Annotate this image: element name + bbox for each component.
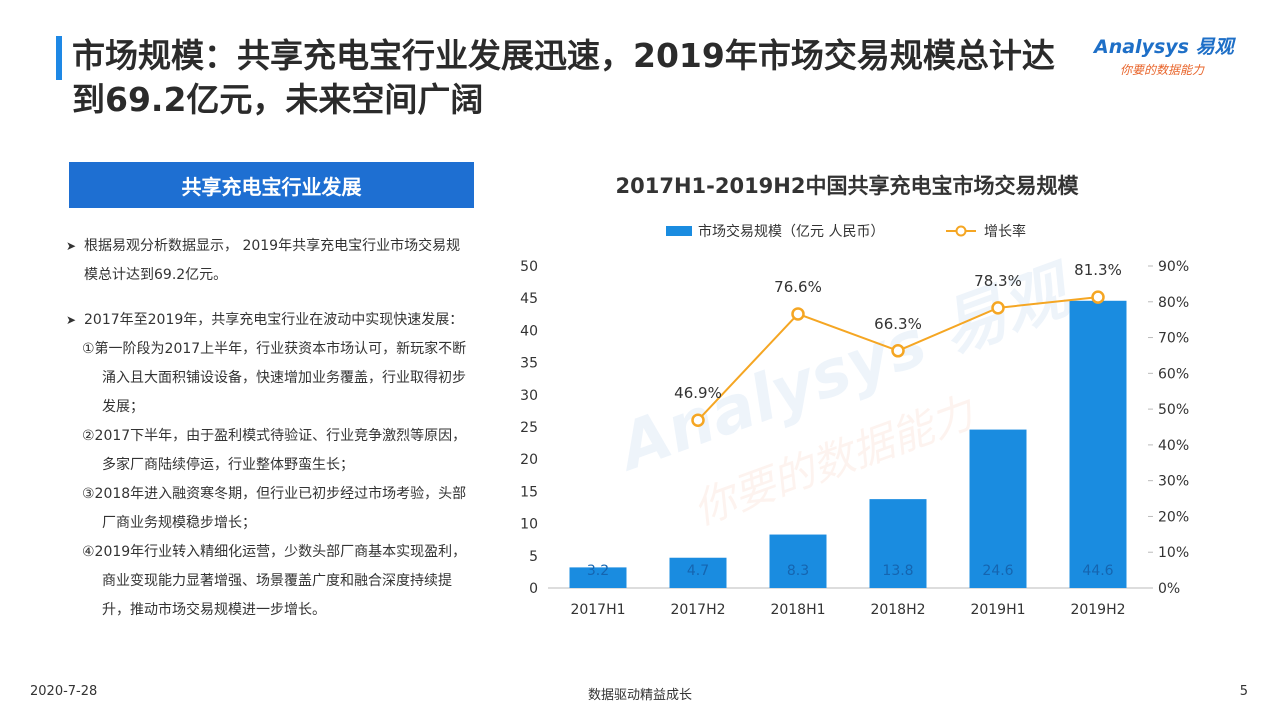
growth-rate-label: 66.3% [874,315,922,333]
y-right-tick-label: 60% [1158,366,1189,382]
bar-value-label: 13.8 [882,563,913,579]
growth-rate-label: 46.9% [674,384,722,402]
page-title: 市场规模：共享充电宝行业发展迅速，2019年市场交易规模总计达到69.2亿元，未… [72,36,1055,119]
legend-label: 市场交易规模（亿元 人民币） [698,223,884,240]
growth-rate-label: 78.3% [974,272,1022,290]
bar [669,557,727,588]
y-right-tick-label: 20% [1158,509,1189,525]
y-left-tick-label: 25 [520,420,538,436]
bullet-arrow-icon: ➤ [66,313,77,327]
y-left-tick-label: 20 [520,452,538,468]
growth-rate-point [691,413,705,427]
y-right-tick-label: 80% [1158,295,1189,311]
growth-rate-point [1091,290,1105,304]
title-accent-bar [56,36,62,80]
bar-value-label: 24.6 [982,563,1013,579]
y-left-tick-label: 5 [529,549,538,565]
stage-item: ④2019年行业转入精细化运营，少数头部厂商基本实现盈利，商业变现能力显著增强、… [82,544,467,618]
bullet-text: 2017年至2019年，共享充电宝行业在波动中实现快速发展： [84,312,464,328]
x-tick-label: 2018H2 [870,602,925,618]
y-left-tick-label: 0 [529,581,538,597]
y-right-tick-label: 50% [1158,402,1189,418]
bar [769,534,827,588]
x-tick-label: 2017H2 [670,602,725,618]
y-left-tick-label: 40 [520,323,538,339]
stage-item: ③2018年进入融资寒冬期，但行业已初步经过市场考验，头部厂商业务规模稳步增长； [82,486,467,531]
bar [1069,300,1127,588]
y-left-tick-label: 45 [520,291,538,307]
x-tick-label: 2018H1 [770,602,825,618]
bullet-item: ➤ 根据易观分析数据显示， 2019年共享充电宝行业市场交易规模总计达到69.2… [66,232,471,290]
x-tick-label: 2019H2 [1070,602,1125,618]
y-left-tick-label: 50 [520,259,538,275]
y-left-tick-label: 35 [520,356,538,372]
stage-item: ①第一阶段为2017上半年，行业获资本市场认可，新玩家不断涌入且大面积铺设设备，… [82,341,467,415]
bar-value-label: 8.3 [787,563,809,579]
bar [969,429,1027,588]
bullet-text: 根据易观分析数据显示， 2019年共享充电宝行业市场交易规模总计达到69.2亿元… [84,238,461,283]
bar-value-label: 3.2 [587,563,609,579]
chart-title: 2017H1-2019H2中国共享充电宝市场交易规模 [615,174,1079,198]
legend-label: 增长率 [984,223,1026,240]
y-left-tick-label: 10 [520,517,538,533]
y-right-tick-label: 40% [1158,438,1189,454]
bar [869,499,927,588]
analysys-logo: Analysys 易观 你要的数据能力 [1094,32,1254,82]
analysis-text: ➤ 根据易观分析数据显示， 2019年共享充电宝行业市场交易规模总计达到69.2… [66,232,471,625]
bar-value-label: 44.6 [1082,563,1113,579]
page-number: 5 [1239,684,1248,699]
x-tick-label: 2019H1 [970,602,1025,618]
y-right-tick-label: 90% [1158,259,1189,275]
y-right-tick-label: 70% [1158,331,1189,347]
footer-slogan: 数据驱动精益成长 [587,688,692,703]
logo-main-text: Analysys 易观 [1094,36,1234,58]
y-left-tick-label: 15 [520,484,538,500]
growth-rate-label: 81.3% [1074,261,1122,279]
footer-date: 2020-7-28 [30,684,98,699]
y-right-tick-label: 10% [1158,545,1189,561]
y-right-tick-label: 30% [1158,474,1189,490]
bar [569,567,627,588]
bullet-arrow-icon: ➤ [66,239,77,253]
bar-value-label: 4.7 [687,563,709,579]
growth-rate-point [791,307,805,321]
growth-rate-label: 76.6% [774,278,822,296]
stage-item: ②2017下半年，由于盈利模式待验证、行业竞争激烈等原因，多家厂商陆续停运，行业… [82,428,467,473]
growth-rate-point [891,344,905,358]
section-heading: 共享充电宝行业发展 [69,162,474,208]
growth-rate-point [991,301,1005,315]
y-right-tick-label: 0% [1158,581,1180,597]
legend-line-marker [955,225,967,237]
legend-bar-swatch [666,226,692,236]
x-tick-label: 2017H1 [570,602,625,618]
y-left-tick-label: 30 [520,388,538,404]
logo-slogan-text: 你要的数据能力 [1120,63,1205,77]
bullet-item: ➤ 2017年至2019年，共享充电宝行业在波动中实现快速发展： [66,306,471,335]
